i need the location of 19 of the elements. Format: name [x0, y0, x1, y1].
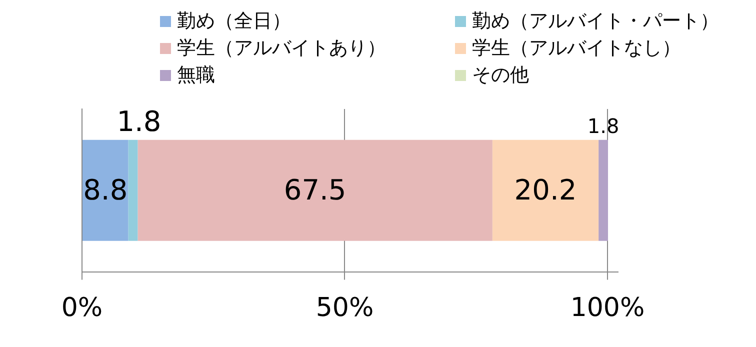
x-tick-label: 100% [570, 293, 645, 324]
data-label: 20.2 [514, 174, 577, 207]
data-label: 1.8 [116, 105, 162, 138]
legend-label: その他 [472, 63, 529, 88]
data-label: 1.8 [587, 114, 620, 138]
legend-label: 学生（アルバイトなし） [472, 36, 681, 61]
x-tick-label: 50% [316, 293, 374, 324]
legend-label: 勤め（アルバイト・パート） [472, 9, 719, 34]
bar [598, 140, 608, 241]
legend-label: 無職 [177, 63, 215, 88]
bar [492, 140, 599, 241]
x-tick-label: 0% [61, 293, 103, 324]
data-label: 8.8 [83, 174, 128, 207]
bar [82, 140, 128, 241]
data-label: 67.5 [284, 174, 346, 207]
bar [138, 140, 492, 241]
bar [128, 140, 138, 241]
legend-label: 勤め（全日） [177, 9, 291, 34]
legend-label: 学生（アルバイトあり） [177, 36, 386, 61]
